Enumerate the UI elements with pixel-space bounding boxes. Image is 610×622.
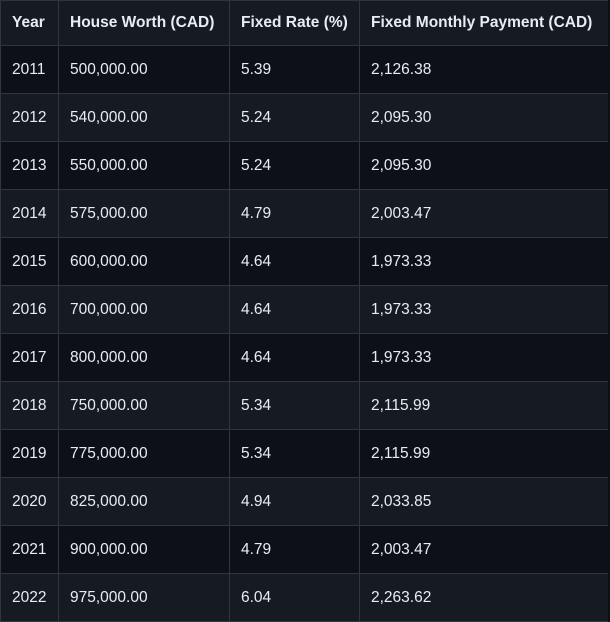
header-fixed-rate: Fixed Rate (%) [229,0,360,46]
cell-house-worth: 500,000.00 [58,45,230,94]
cell-fixed-rate: 4.94 [229,477,360,526]
table-row: 2016 700,000.00 4.64 1,973.33 [0,285,608,334]
cell-house-worth: 900,000.00 [58,525,230,574]
table-row: 2019 775,000.00 5.34 2,115.99 [0,429,608,478]
cell-monthly-payment: 2,115.99 [359,429,608,478]
cell-house-worth: 575,000.00 [58,189,230,238]
table-row: 2013 550,000.00 5.24 2,095.30 [0,141,608,190]
cell-fixed-rate: 5.24 [229,93,360,142]
cell-monthly-payment: 2,033.85 [359,477,608,526]
cell-year: 2016 [0,285,59,334]
cell-monthly-payment: 2,003.47 [359,189,608,238]
cell-monthly-payment: 2,115.99 [359,381,608,430]
cell-house-worth: 825,000.00 [58,477,230,526]
cell-fixed-rate: 5.34 [229,381,360,430]
table-row: 2018 750,000.00 5.34 2,115.99 [0,381,608,430]
cell-fixed-rate: 4.79 [229,525,360,574]
cell-monthly-payment: 1,973.33 [359,285,608,334]
table-row: 2012 540,000.00 5.24 2,095.30 [0,93,608,142]
cell-year: 2021 [0,525,59,574]
cell-year: 2017 [0,333,59,382]
cell-fixed-rate: 4.64 [229,333,360,382]
header-row: Year House Worth (CAD) Fixed Rate (%) Fi… [0,0,608,46]
table-row: 2021 900,000.00 4.79 2,003.47 [0,525,608,574]
cell-year: 2020 [0,477,59,526]
cell-monthly-payment: 2,095.30 [359,141,608,190]
table-row: 2022 975,000.00 6.04 2,263.62 [0,573,608,622]
cell-fixed-rate: 5.34 [229,429,360,478]
cell-fixed-rate: 4.64 [229,237,360,286]
cell-fixed-rate: 5.39 [229,45,360,94]
cell-house-worth: 800,000.00 [58,333,230,382]
cell-fixed-rate: 5.24 [229,141,360,190]
cell-house-worth: 540,000.00 [58,93,230,142]
cell-monthly-payment: 2,003.47 [359,525,608,574]
table-row: 2015 600,000.00 4.64 1,973.33 [0,237,608,286]
cell-monthly-payment: 1,973.33 [359,333,608,382]
table-header: Year House Worth (CAD) Fixed Rate (%) Fi… [0,0,608,46]
cell-year: 2011 [0,45,59,94]
header-monthly-payment: Fixed Monthly Payment (CAD) [359,0,608,46]
cell-house-worth: 600,000.00 [58,237,230,286]
table-row: 2014 575,000.00 4.79 2,003.47 [0,189,608,238]
header-house-worth: House Worth (CAD) [58,0,230,46]
cell-year: 2015 [0,237,59,286]
cell-house-worth: 700,000.00 [58,285,230,334]
cell-year: 2013 [0,141,59,190]
cell-fixed-rate: 6.04 [229,573,360,622]
cell-monthly-payment: 2,263.62 [359,573,608,622]
table-row: 2020 825,000.00 4.94 2,033.85 [0,477,608,526]
cell-fixed-rate: 4.79 [229,189,360,238]
cell-year: 2014 [0,189,59,238]
cell-fixed-rate: 4.64 [229,285,360,334]
table-row: 2011 500,000.00 5.39 2,126.38 [0,45,608,94]
header-year: Year [0,0,59,46]
cell-year: 2022 [0,573,59,622]
cell-year: 2019 [0,429,59,478]
cell-house-worth: 550,000.00 [58,141,230,190]
cell-monthly-payment: 2,126.38 [359,45,608,94]
cell-monthly-payment: 2,095.30 [359,93,608,142]
cell-monthly-payment: 1,973.33 [359,237,608,286]
cell-house-worth: 750,000.00 [58,381,230,430]
table-row: 2017 800,000.00 4.64 1,973.33 [0,333,608,382]
cell-house-worth: 775,000.00 [58,429,230,478]
cell-house-worth: 975,000.00 [58,573,230,622]
cell-year: 2012 [0,93,59,142]
table-body: 2011 500,000.00 5.39 2,126.38 2012 540,000.00… [0,45,608,622]
cell-year: 2018 [0,381,59,430]
